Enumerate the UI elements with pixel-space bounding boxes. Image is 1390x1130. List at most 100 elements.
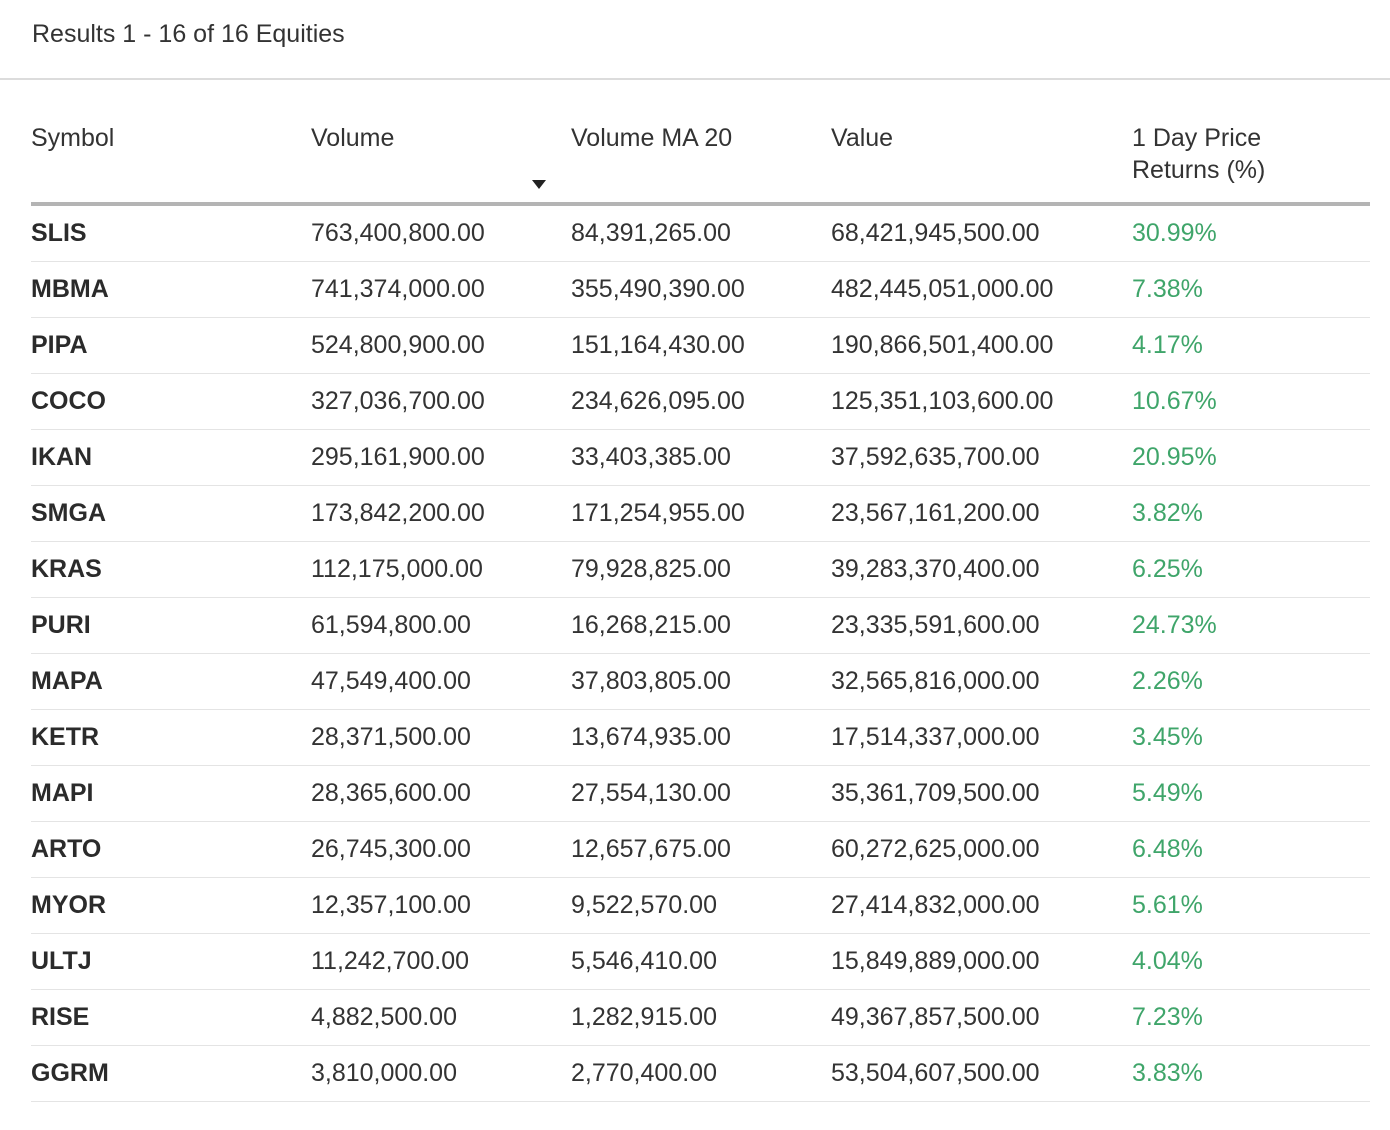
value-cell: 39,283,370,400.00 <box>831 541 1132 598</box>
value-cell: 37,592,635,700.00 <box>831 429 1132 486</box>
value-cell: 23,567,161,200.00 <box>831 485 1132 542</box>
price-return-cell: 10.67% <box>1132 373 1370 430</box>
volume-ma20-cell: 84,391,265.00 <box>571 204 831 262</box>
price-return-cell: 4.04% <box>1132 933 1370 990</box>
symbol-cell[interactable]: KRAS <box>31 541 311 598</box>
volume-ma20-cell: 37,803,805.00 <box>571 653 831 710</box>
value-cell: 68,421,945,500.00 <box>831 204 1132 262</box>
value-cell: 23,335,591,600.00 <box>831 597 1132 654</box>
table-row[interactable]: MAPA 47,549,400.00 37,803,805.00 32,565,816… <box>31 653 1370 710</box>
column-header-value-label: Value <box>831 124 894 152</box>
volume-ma20-cell: 12,657,675.00 <box>571 821 831 878</box>
table-row[interactable]: KRAS 112,175,000.00 79,928,825.00 39,283,37… <box>31 541 1370 598</box>
column-header-volume[interactable]: Volume <box>311 112 571 206</box>
price-return-cell: 24.73% <box>1132 597 1370 654</box>
symbol-cell[interactable]: ARTO <box>31 821 311 878</box>
volume-cell: 11,242,700.00 <box>311 933 571 990</box>
volume-cell: 524,800,900.00 <box>311 317 571 374</box>
volume-ma20-cell: 33,403,385.00 <box>571 429 831 486</box>
table-row[interactable]: PIPA 524,800,900.00 151,164,430.00 190,866,… <box>31 317 1370 374</box>
volume-ma20-cell: 9,522,570.00 <box>571 877 831 934</box>
equities-table: Symbol Volume Volume MA 20 Value 1 Day P… <box>31 112 1370 1102</box>
volume-ma20-cell: 1,282,915.00 <box>571 989 831 1046</box>
value-cell: 53,504,607,500.00 <box>831 1045 1132 1102</box>
table-row[interactable]: RISE 4,882,500.00 1,282,915.00 49,367,857,5… <box>31 989 1370 1046</box>
sort-descending-icon <box>532 180 546 189</box>
value-cell: 125,351,103,600.00 <box>831 373 1132 430</box>
volume-ma20-cell: 2,770,400.00 <box>571 1045 831 1102</box>
column-header-value[interactable]: Value <box>831 112 1132 206</box>
results-count: Results 1 - 16 of 16 Equities <box>32 20 345 48</box>
table-row[interactable]: MYOR 12,357,100.00 9,522,570.00 27,414,832,… <box>31 877 1370 934</box>
symbol-cell[interactable]: COCO <box>31 373 311 430</box>
price-return-cell: 6.25% <box>1132 541 1370 598</box>
column-header-volume-ma20[interactable]: Volume MA 20 <box>571 112 831 206</box>
column-header-volume-label: Volume <box>311 124 395 152</box>
volume-ma20-cell: 16,268,215.00 <box>571 597 831 654</box>
volume-ma20-cell: 234,626,095.00 <box>571 373 831 430</box>
value-cell: 35,361,709,500.00 <box>831 765 1132 822</box>
volume-cell: 47,549,400.00 <box>311 653 571 710</box>
volume-ma20-cell: 79,928,825.00 <box>571 541 831 598</box>
symbol-cell[interactable]: IKAN <box>31 429 311 486</box>
volume-cell: 3,810,000.00 <box>311 1045 571 1102</box>
symbol-cell[interactable]: MAPI <box>31 765 311 822</box>
price-return-cell: 3.45% <box>1132 709 1370 766</box>
symbol-cell[interactable]: ULTJ <box>31 933 311 990</box>
volume-cell: 173,842,200.00 <box>311 485 571 542</box>
column-header-1d-return-label-line2: Returns (%) <box>1132 156 1266 184</box>
price-return-cell: 7.38% <box>1132 261 1370 318</box>
volume-cell: 741,374,000.00 <box>311 261 571 318</box>
volume-ma20-cell: 5,546,410.00 <box>571 933 831 990</box>
symbol-cell[interactable]: PURI <box>31 597 311 654</box>
price-return-cell: 6.48% <box>1132 821 1370 878</box>
table-row[interactable]: SLIS 763,400,800.00 84,391,265.00 68,421,94… <box>31 204 1370 262</box>
volume-cell: 12,357,100.00 <box>311 877 571 934</box>
symbol-cell[interactable]: KETR <box>31 709 311 766</box>
volume-cell: 4,882,500.00 <box>311 989 571 1046</box>
table-body: SLIS 763,400,800.00 84,391,265.00 68,421,94… <box>31 204 1370 1102</box>
price-return-cell: 2.26% <box>1132 653 1370 710</box>
volume-cell: 763,400,800.00 <box>311 204 571 262</box>
column-header-symbol[interactable]: Symbol <box>31 112 311 206</box>
volume-cell: 28,365,600.00 <box>311 765 571 822</box>
volume-ma20-cell: 27,554,130.00 <box>571 765 831 822</box>
volume-cell: 28,371,500.00 <box>311 709 571 766</box>
value-cell: 60,272,625,000.00 <box>831 821 1132 878</box>
value-cell: 15,849,889,000.00 <box>831 933 1132 990</box>
volume-cell: 295,161,900.00 <box>311 429 571 486</box>
volume-ma20-cell: 13,674,935.00 <box>571 709 831 766</box>
price-return-cell: 3.83% <box>1132 1045 1370 1102</box>
symbol-cell[interactable]: GGRM <box>31 1045 311 1102</box>
symbol-cell[interactable]: MYOR <box>31 877 311 934</box>
table-row[interactable]: MBMA 741,374,000.00 355,490,390.00 482,445,… <box>31 261 1370 318</box>
symbol-cell[interactable]: RISE <box>31 989 311 1046</box>
column-header-symbol-label: Symbol <box>31 124 115 152</box>
results-header: Results 1 - 16 of 16 Equities <box>0 0 1390 80</box>
symbol-cell[interactable]: PIPA <box>31 317 311 374</box>
table-row[interactable]: COCO 327,036,700.00 234,626,095.00 125,351,… <box>31 373 1370 430</box>
price-return-cell: 3.82% <box>1132 485 1370 542</box>
price-return-cell: 5.61% <box>1132 877 1370 934</box>
table-row[interactable]: ARTO 26,745,300.00 12,657,675.00 60,272,625… <box>31 821 1370 878</box>
volume-cell: 112,175,000.00 <box>311 541 571 598</box>
table-row[interactable]: MAPI 28,365,600.00 27,554,130.00 35,361,709… <box>31 765 1370 822</box>
column-header-1d-return[interactable]: 1 Day Price Returns (%) <box>1132 112 1370 206</box>
column-header-1d-return-label-line1: 1 Day Price <box>1132 124 1262 152</box>
price-return-cell: 30.99% <box>1132 204 1370 262</box>
symbol-cell[interactable]: MBMA <box>31 261 311 318</box>
symbol-cell[interactable]: SLIS <box>31 204 311 262</box>
table-row[interactable]: GGRM 3,810,000.00 2,770,400.00 53,504,607,5… <box>31 1045 1370 1102</box>
price-return-cell: 7.23% <box>1132 989 1370 1046</box>
table-row[interactable]: SMGA 173,842,200.00 171,254,955.00 23,567,1… <box>31 485 1370 542</box>
symbol-cell[interactable]: SMGA <box>31 485 311 542</box>
table-row[interactable]: PURI 61,594,800.00 16,268,215.00 23,335,591… <box>31 597 1370 654</box>
column-header-volume-ma20-label: Volume MA 20 <box>571 124 733 152</box>
table-row[interactable]: ULTJ 11,242,700.00 5,546,410.00 15,849,889,… <box>31 933 1370 990</box>
value-cell: 17,514,337,000.00 <box>831 709 1132 766</box>
symbol-cell[interactable]: MAPA <box>31 653 311 710</box>
table-row[interactable]: KETR 28,371,500.00 13,674,935.00 17,514,337… <box>31 709 1370 766</box>
table-row[interactable]: IKAN 295,161,900.00 33,403,385.00 37,592,63… <box>31 429 1370 486</box>
value-cell: 27,414,832,000.00 <box>831 877 1132 934</box>
value-cell: 482,445,051,000.00 <box>831 261 1132 318</box>
